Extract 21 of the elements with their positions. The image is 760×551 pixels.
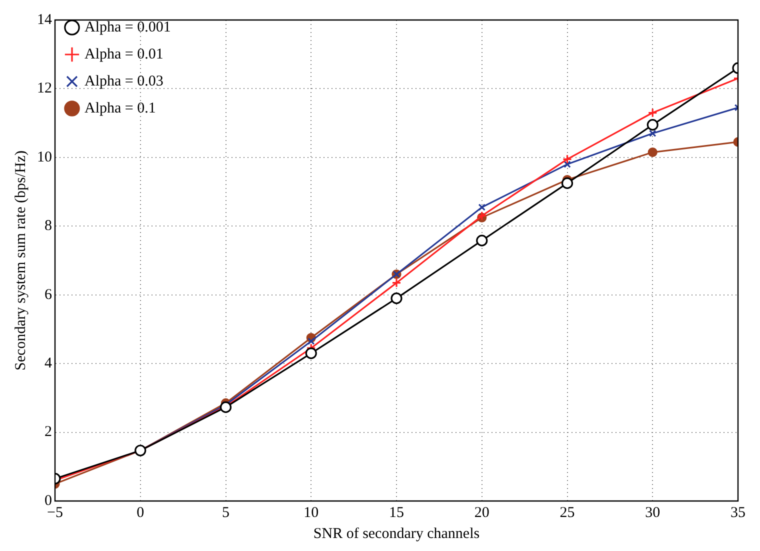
y-tick-label: 14 [37, 12, 52, 28]
y-tick-label: 10 [37, 149, 52, 166]
legend-label: Alpha = 0.03 [84, 73, 164, 90]
x-tick-label: 20 [474, 504, 490, 521]
x-tick-label: 25 [560, 504, 575, 521]
y-tick-label: 2 [44, 424, 52, 440]
x-tick-label: 30 [645, 504, 660, 521]
x-tick-label: 10 [304, 504, 319, 521]
legend-label: Alpha = 0.01 [84, 46, 164, 62]
legend-label: Alpha = 0.1 [84, 100, 156, 116]
y-tick-label: 12 [37, 80, 52, 97]
x-tick-label: 0 [136, 504, 144, 521]
legend-label: Alpha = 0.001 [84, 19, 171, 36]
x-axis-title: SNR of secondary channels [313, 526, 480, 542]
y-axis-title: Secondary system sum rate (bps/Hz) [12, 150, 29, 370]
y-tick-label: 4 [44, 356, 52, 372]
y-tick-label: 8 [44, 218, 52, 234]
y-tick-label: 6 [44, 286, 52, 303]
x-tick-label: 5 [222, 504, 230, 521]
x-tick-label: 15 [389, 504, 404, 521]
x-tick-label: 35 [730, 504, 746, 521]
